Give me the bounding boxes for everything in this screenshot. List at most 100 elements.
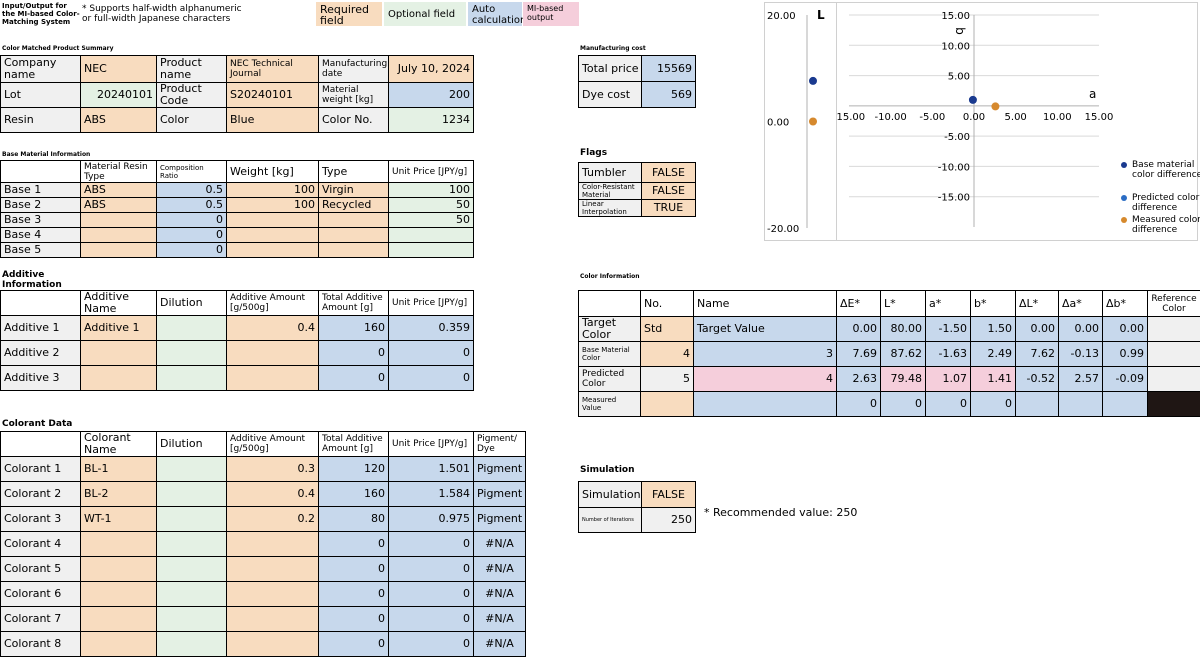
- colorant-amount-cell[interactable]: 0.3: [226, 456, 319, 482]
- base-resin-cell[interactable]: [80, 227, 157, 243]
- company-value[interactable]: NEC: [80, 55, 157, 83]
- additive-name-cell[interactable]: Additive 1: [80, 315, 157, 341]
- base-resin-cell[interactable]: ABS: [80, 197, 157, 213]
- additive-amount-cell[interactable]: [226, 340, 319, 366]
- colorant-name-cell[interactable]: BL-1: [80, 456, 157, 482]
- ab-legend-marker: [1121, 162, 1127, 168]
- additive-dilution-cell[interactable]: [156, 340, 227, 366]
- ab-legend-marker: [1121, 217, 1127, 223]
- colorant-name-cell[interactable]: [80, 531, 157, 557]
- iterations-value[interactable]: 250: [641, 507, 696, 533]
- color-name-cell: 4: [693, 366, 837, 392]
- base-type-cell[interactable]: [318, 227, 389, 243]
- colorant-type-cell: #N/A: [473, 581, 526, 607]
- additive-name-cell[interactable]: [80, 365, 157, 391]
- colorant-dilution-cell[interactable]: [156, 556, 227, 582]
- additive-row-label: Additive 2: [0, 340, 81, 366]
- color-no-cell[interactable]: 4: [640, 341, 694, 367]
- base-weight-cell[interactable]: [226, 242, 319, 258]
- color-header-reference: Reference Color: [1147, 290, 1200, 317]
- base-row-label: Base 4: [0, 227, 81, 243]
- colorant-name-cell[interactable]: [80, 631, 157, 657]
- base-type-cell[interactable]: Virgin: [318, 182, 389, 198]
- color-no-cell[interactable]: [640, 391, 694, 417]
- base-type-cell[interactable]: [318, 242, 389, 258]
- additive-table: Additive Name Dilution Additive Amount […: [0, 290, 474, 391]
- colorant-amount-cell[interactable]: [226, 531, 319, 557]
- base-price-cell[interactable]: [388, 227, 474, 243]
- colorant-amount-cell[interactable]: [226, 556, 319, 582]
- additive-dilution-cell[interactable]: [156, 315, 227, 341]
- predicted-color-label: Predicted Color: [578, 366, 641, 392]
- colorant-total-cell: 120: [318, 456, 389, 482]
- colorant-amount-cell[interactable]: 0.4: [226, 481, 319, 507]
- base-weight-cell[interactable]: [226, 227, 319, 243]
- base-price-cell[interactable]: 100: [388, 182, 474, 198]
- table-row: Colorant 2 BL-2 0.4 160 1.584 Pigment: [0, 481, 526, 507]
- linear-interpolation-value[interactable]: TRUE: [641, 199, 696, 217]
- product-name-value[interactable]: NEC Technical Journal: [226, 55, 319, 83]
- colorant-dilution-cell[interactable]: [156, 531, 227, 557]
- color-value[interactable]: Blue: [226, 107, 319, 133]
- colorant-amount-cell[interactable]: [226, 581, 319, 607]
- simulation-label: Simulation: [578, 481, 642, 508]
- base-resin-cell[interactable]: [80, 212, 157, 228]
- base-resin-cell[interactable]: [80, 242, 157, 258]
- additive-name-cell[interactable]: [80, 340, 157, 366]
- additive-price-cell: 0: [388, 365, 474, 391]
- product-code-value[interactable]: S20240101: [226, 82, 319, 108]
- base-weight-cell[interactable]: 100: [226, 197, 319, 213]
- colorant-dilution-cell[interactable]: [156, 481, 227, 507]
- color-resistant-value[interactable]: FALSE: [641, 182, 696, 200]
- dye-cost-value: 569: [641, 81, 696, 108]
- color-no-value[interactable]: 1234: [388, 107, 474, 133]
- delta-a-cell: [1058, 391, 1103, 417]
- color-header-name: Name: [693, 290, 837, 317]
- additive-amount-cell[interactable]: 0.4: [226, 315, 319, 341]
- resin-label: Resin: [0, 107, 81, 133]
- l-chart-point-base: [809, 76, 817, 85]
- base-price-cell[interactable]: [388, 242, 474, 258]
- colorant-name-cell[interactable]: [80, 581, 157, 607]
- colorant-name-cell[interactable]: [80, 556, 157, 582]
- ab-legend-label: Base material color difference: [1132, 160, 1200, 180]
- resin-value[interactable]: ABS: [80, 107, 157, 133]
- b-cell: 1.41: [970, 366, 1016, 392]
- base-price-cell[interactable]: 50: [388, 197, 474, 213]
- colorant-dilution-cell[interactable]: [156, 581, 227, 607]
- colorant-dilution-cell[interactable]: [156, 631, 227, 657]
- delta-b-cell: 0.99: [1102, 341, 1148, 367]
- lot-value[interactable]: 20240101: [80, 82, 157, 108]
- colorant-name-cell[interactable]: BL-2: [80, 481, 157, 507]
- colorant-amount-cell[interactable]: [226, 606, 319, 632]
- manufacturing-date-value[interactable]: July 10, 2024: [388, 55, 474, 83]
- tumbler-value[interactable]: FALSE: [641, 162, 696, 183]
- colorant-name-cell[interactable]: [80, 606, 157, 632]
- colorant-row-label: Colorant 5: [0, 556, 81, 582]
- colorant-price-cell: 0: [388, 556, 474, 582]
- color-no-cell[interactable]: Std: [640, 316, 694, 342]
- ab-chart-x-tick: -5.00: [919, 112, 945, 123]
- base-resin-cell[interactable]: ABS: [80, 182, 157, 198]
- base-price-cell[interactable]: 50: [388, 212, 474, 228]
- colorant-name-cell[interactable]: WT-1: [80, 506, 157, 532]
- legend-mi: MI-based output: [523, 2, 579, 26]
- colorant-dilution-cell[interactable]: [156, 456, 227, 482]
- colorant-amount-cell[interactable]: 0.2: [226, 506, 319, 532]
- base-type-cell[interactable]: [318, 212, 389, 228]
- base-weight-cell[interactable]: 100: [226, 182, 319, 198]
- manufacturing-date-label: Manufacturing date: [318, 55, 389, 83]
- base-weight-cell[interactable]: [226, 212, 319, 228]
- simulation-value[interactable]: FALSE: [641, 481, 696, 508]
- l-cell: 80.00: [880, 316, 926, 342]
- ab-chart-y-tick: 15.00: [941, 11, 970, 22]
- dye-cost-label: Dye cost: [578, 81, 642, 108]
- colorant-dilution-cell[interactable]: [156, 506, 227, 532]
- additive-amount-cell[interactable]: [226, 365, 319, 391]
- additive-dilution-cell[interactable]: [156, 365, 227, 391]
- colorant-price-cell: 1.584: [388, 481, 474, 507]
- colorant-row-label: Colorant 6: [0, 581, 81, 607]
- base-type-cell[interactable]: Recycled: [318, 197, 389, 213]
- colorant-amount-cell[interactable]: [226, 631, 319, 657]
- colorant-dilution-cell[interactable]: [156, 606, 227, 632]
